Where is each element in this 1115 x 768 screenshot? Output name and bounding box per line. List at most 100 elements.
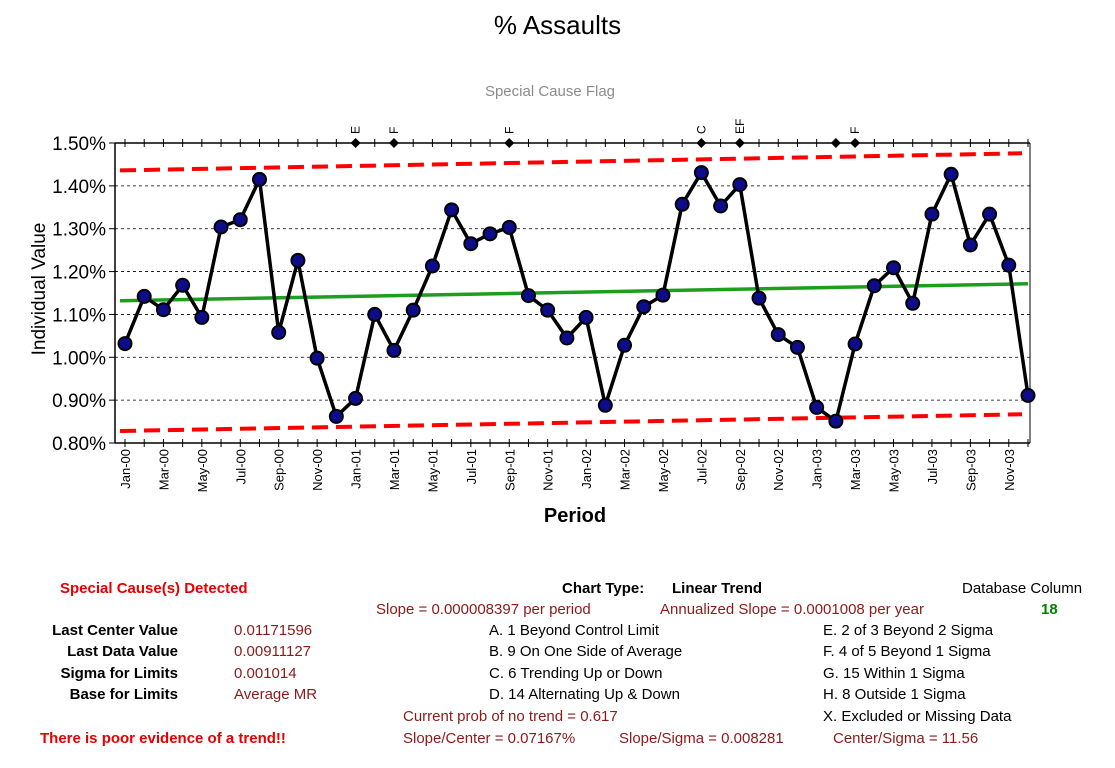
data-point: [713, 198, 729, 214]
x-tick-label: Mar-03: [848, 449, 863, 490]
data-point: [117, 336, 133, 352]
data-point: [962, 237, 978, 253]
data-point: [847, 336, 863, 352]
x-tick-label: May-02: [656, 449, 671, 492]
x-tick-label: Jul-03: [925, 449, 940, 484]
center-line: [119, 281, 1029, 303]
flag-marker: [350, 138, 361, 148]
y-tick-label: 1.30%: [52, 220, 106, 241]
chart-subtitle: Special Cause Flag: [484, 83, 616, 100]
data-point: [924, 206, 940, 222]
data-point: [597, 397, 613, 413]
rule-item: X. Excluded or Missing Data: [823, 708, 1012, 725]
x-tick-label: May-03: [887, 449, 902, 492]
y-tick-label: 1.40%: [52, 177, 106, 198]
data-point: [1020, 387, 1036, 403]
x-tick-label: Sep-01: [502, 449, 517, 491]
y-tick-label: 0.80%: [52, 434, 106, 455]
data-point: [943, 166, 959, 182]
data-point: [886, 260, 902, 276]
data-point: [482, 226, 498, 242]
slope-text: Slope = 0.000008397 per period: [376, 601, 591, 618]
data-point: [194, 309, 210, 325]
y-tick-label: 0.90%: [52, 391, 106, 412]
data-point: [271, 324, 287, 340]
rule-item: G. 15 Within 1 Sigma: [823, 665, 965, 682]
data-point: [905, 295, 921, 311]
x-tick-label: Mar-01: [387, 449, 402, 490]
flag-label: F: [848, 127, 862, 134]
x-tick-label: Sep-02: [733, 449, 748, 491]
database-column-value: 18: [1041, 601, 1058, 618]
rule-item: D. 14 Alternating Up & Down: [489, 686, 680, 703]
stat-label: Last Center Value: [52, 622, 178, 639]
x-tick-label: Jan-00: [118, 449, 133, 489]
data-point: [501, 219, 517, 235]
y-tick-label: 1.50%: [52, 134, 106, 155]
data-point: [251, 171, 267, 187]
data-point: [751, 290, 767, 306]
x-tick-label: Jul-01: [464, 449, 479, 484]
rule-item: H. 8 Outside 1 Sigma: [823, 686, 966, 703]
x-tick-label: May-00: [195, 449, 210, 492]
data-point: [578, 309, 594, 325]
database-column-label: Database Column: [962, 580, 1083, 597]
tick-labels: 0.80% 0.90% 1.00% 1.10% 1.20% 1.30% 1.40% 1.50%…: [52, 134, 1017, 492]
slope-center: Slope/Center = 0.07167%: [403, 730, 576, 747]
data-point: [866, 278, 882, 294]
flag-marker: [734, 138, 745, 148]
flag-marker: [696, 138, 707, 148]
flag-label: F: [387, 127, 401, 134]
stat-value: 0.00911127: [234, 643, 312, 660]
data-point: [655, 287, 671, 303]
y-axis-label: Individual Value: [29, 222, 50, 356]
rule-item: C. 6 Trending Up or Down: [489, 665, 663, 682]
flag-marker: [850, 138, 861, 148]
series-lines: [119, 151, 1030, 433]
data-point: [232, 212, 248, 228]
x-tick-label: Nov-03: [1002, 449, 1017, 491]
rule-item: F. 4 of 5 Beyond 1 Sigma: [823, 643, 991, 660]
grid-lines: [115, 185, 1030, 401]
data-point: [770, 327, 786, 343]
data-point: [213, 219, 229, 235]
flag-label: C: [694, 125, 708, 134]
chart-type-value: Linear Trend: [672, 580, 763, 597]
flag-label: F: [502, 127, 516, 134]
flag-label: E: [349, 126, 363, 134]
rule-item: B. 9 On One Side of Average: [489, 643, 683, 660]
data-point: [463, 236, 479, 252]
data-point: [617, 337, 633, 353]
data-point: [809, 399, 825, 415]
x-tick-label: Jan-01: [349, 449, 364, 489]
stat-value: 0.001014: [234, 665, 297, 682]
annualized-slope-text: Annualized Slope = 0.0001008 per year: [660, 601, 924, 618]
data-point: [386, 342, 402, 358]
stat-label: Last Data Value: [67, 643, 178, 660]
special-cause-detected: Special Cause(s) Detected: [60, 580, 248, 597]
data-point: [982, 206, 998, 222]
chart-type-label: Chart Type:: [562, 580, 645, 597]
trend-evidence: There is poor evidence of a trend!!: [40, 730, 286, 747]
x-tick-label: Mar-00: [156, 449, 171, 490]
data-point: [367, 306, 383, 322]
data-point: [405, 302, 421, 318]
data-point: [175, 277, 191, 293]
flag-marker: [388, 138, 399, 148]
y-tick-label: 1.00%: [52, 348, 106, 369]
stat-label: Base for Limits: [69, 686, 178, 703]
lower-control-limit: [119, 412, 1023, 433]
upper-control-limit: [119, 151, 1023, 173]
slope-sigma: Slope/Sigma = 0.008281: [619, 730, 784, 747]
data-points: [117, 165, 1036, 429]
data-point: [444, 202, 460, 218]
data-point: [540, 302, 556, 318]
stat-label: Sigma for Limits: [60, 665, 178, 682]
stat-value: 0.01171596: [234, 622, 313, 639]
data-point: [674, 196, 690, 212]
data-point: [789, 339, 805, 355]
data-point: [636, 299, 652, 315]
x-tick-label: Jan-03: [810, 449, 825, 489]
x-tick-label: Sep-00: [272, 449, 287, 491]
